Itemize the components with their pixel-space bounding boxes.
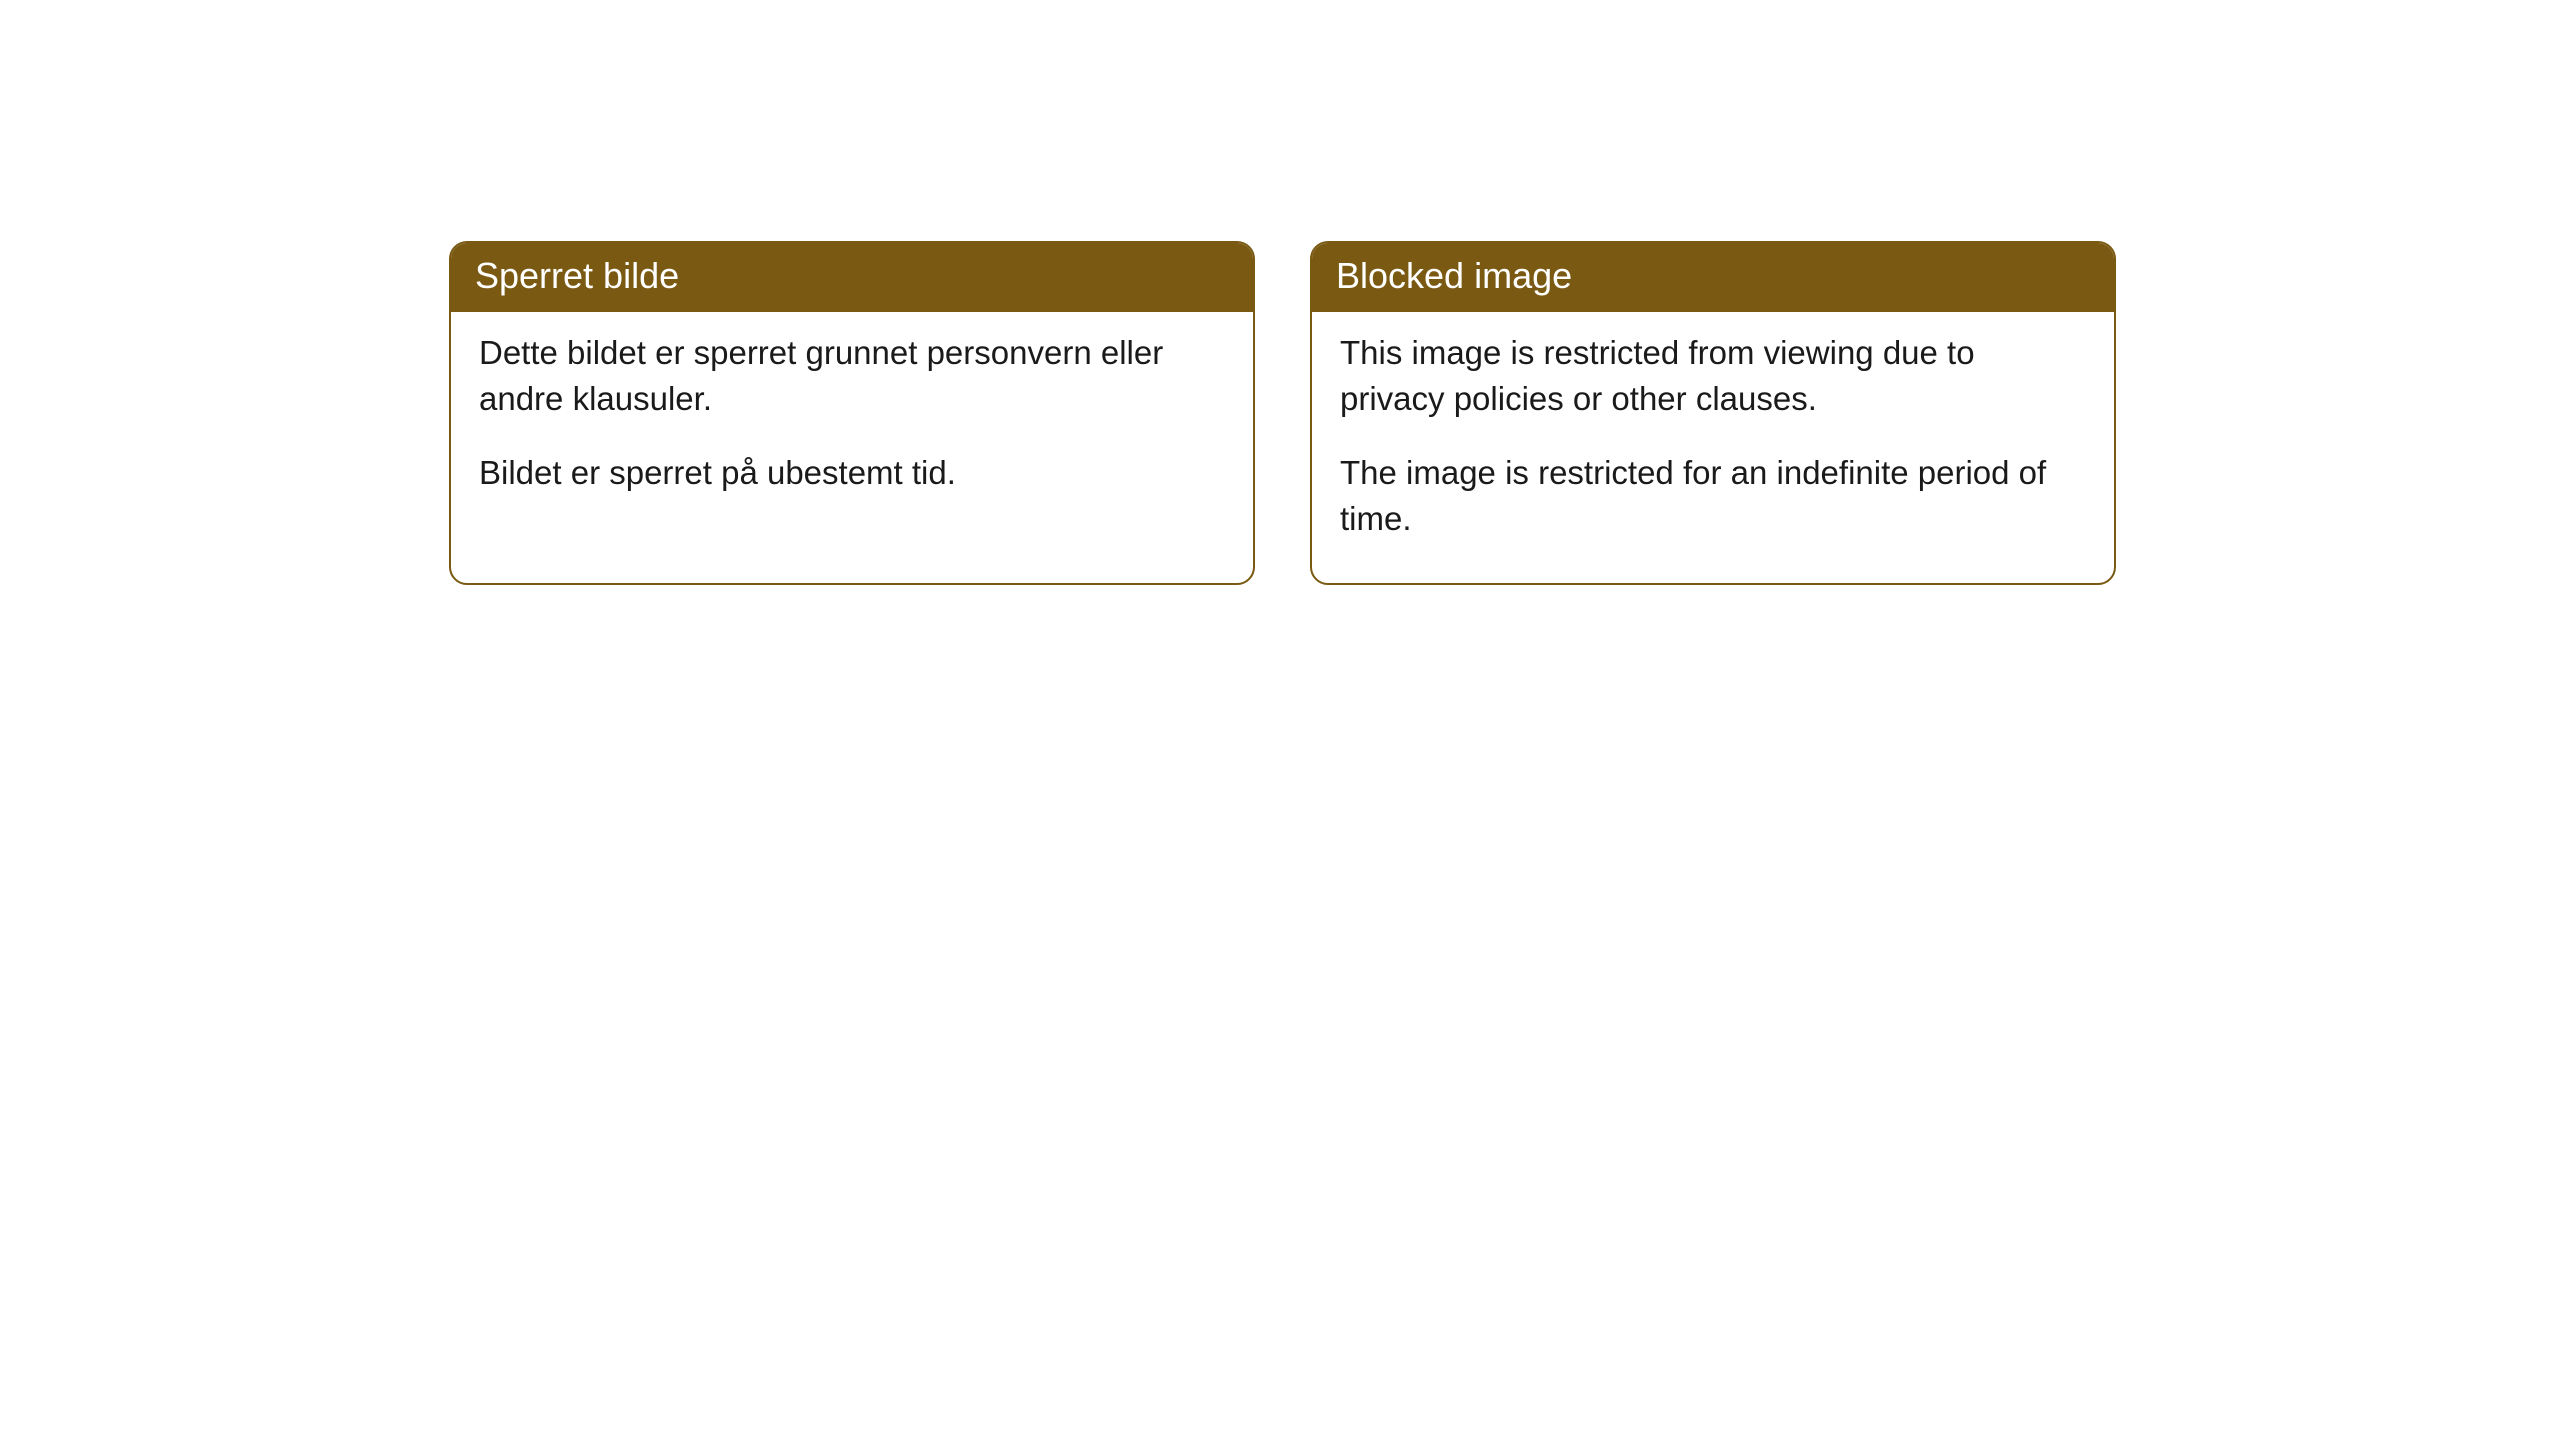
card-title: Sperret bilde (475, 255, 679, 296)
card-header: Blocked image (1312, 243, 2114, 312)
card-paragraph: This image is restricted from viewing du… (1340, 330, 2086, 422)
card-title: Blocked image (1336, 255, 1572, 296)
card-paragraph: Dette bildet er sperret grunnet personve… (479, 330, 1225, 422)
notice-cards-container: Sperret bilde Dette bildet er sperret gr… (449, 241, 2116, 585)
card-body: This image is restricted from viewing du… (1312, 312, 2114, 583)
notice-card-norwegian: Sperret bilde Dette bildet er sperret gr… (449, 241, 1255, 585)
card-body: Dette bildet er sperret grunnet personve… (451, 312, 1253, 537)
notice-card-english: Blocked image This image is restricted f… (1310, 241, 2116, 585)
card-paragraph: Bildet er sperret på ubestemt tid. (479, 450, 1225, 496)
card-paragraph: The image is restricted for an indefinit… (1340, 450, 2086, 542)
card-header: Sperret bilde (451, 243, 1253, 312)
